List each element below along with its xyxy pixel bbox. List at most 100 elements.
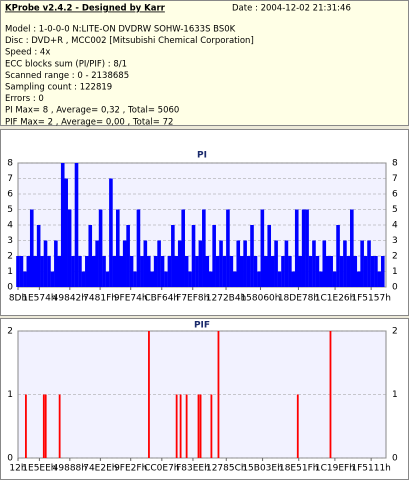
info-line: ECC blocks sum (PI/PIF) : 8/1	[5, 59, 127, 69]
x-tick-label: 8Dh	[9, 294, 27, 304]
y-tick-label-right: 8	[392, 159, 398, 169]
bar	[305, 209, 309, 287]
bar	[19, 256, 24, 287]
bar	[153, 256, 158, 287]
bar	[319, 271, 323, 287]
bar	[205, 256, 210, 287]
bar	[202, 209, 206, 287]
bar	[332, 271, 337, 287]
y-tick-label: 0	[7, 454, 13, 464]
y-tick-label-right: 6	[392, 190, 398, 200]
x-tick-label: 18DE78h	[278, 294, 319, 304]
header: KProbe v2.4.2 - Designed by Karr Date : …	[5, 4, 351, 128]
bar	[257, 271, 261, 287]
bar	[356, 271, 361, 287]
x-tick-label: 15B03Eh	[242, 464, 282, 474]
bar	[102, 256, 106, 287]
x-tick-label: CBF64h	[144, 294, 179, 304]
bar	[367, 240, 371, 287]
y-tick-label: 4	[7, 221, 13, 231]
bar	[33, 256, 38, 287]
bar	[133, 271, 137, 287]
bar	[301, 209, 306, 287]
bar	[119, 256, 124, 287]
bar	[363, 256, 368, 287]
bar	[88, 225, 93, 287]
bar	[267, 225, 272, 287]
bar	[43, 240, 48, 287]
x-tick-label: 1C1E26h	[315, 294, 356, 304]
chart-title: PI	[197, 151, 207, 161]
x-tick-label: CC0E7h	[144, 464, 179, 474]
bar	[148, 331, 150, 458]
bar	[40, 256, 44, 287]
bar	[315, 256, 320, 287]
bar	[210, 394, 213, 458]
y-tick-label-right: 2	[392, 252, 398, 262]
bar	[325, 256, 330, 287]
bar	[36, 225, 41, 287]
bar	[208, 271, 213, 287]
y-tick-label: 5	[7, 205, 13, 215]
x-tick-label: 1F5157h	[351, 294, 391, 304]
bar	[140, 256, 144, 287]
bar	[308, 256, 313, 287]
bar	[42, 394, 45, 458]
x-tick-label: 1E5EEh	[22, 464, 56, 474]
bar	[343, 240, 347, 287]
x-tick-label: 7481Fh	[83, 294, 117, 304]
bar	[174, 256, 179, 287]
bar	[233, 271, 237, 287]
bar	[54, 240, 58, 287]
bar	[250, 225, 254, 287]
x-tick-label: 1F5111h	[351, 464, 391, 474]
x-tick-label: 158060h	[240, 294, 280, 304]
bar	[105, 271, 110, 287]
x-tick-label: 12785Ch	[206, 464, 247, 474]
bar	[71, 256, 75, 287]
bar	[288, 256, 292, 287]
bar	[177, 240, 182, 287]
y-tick-label: 1	[7, 390, 13, 400]
bar	[217, 331, 220, 458]
bar	[380, 256, 385, 287]
bar	[160, 256, 165, 287]
bar	[377, 271, 382, 287]
bar	[253, 256, 258, 287]
bar	[91, 256, 96, 287]
bar	[60, 163, 65, 287]
y-tick-label: 6	[7, 190, 13, 200]
bar	[78, 256, 82, 287]
bar	[126, 225, 130, 287]
bar	[370, 256, 375, 287]
bar	[25, 394, 27, 458]
y-tick-label: 2	[7, 327, 13, 337]
info-line: PIF Max= 2 , Average= 0,00 , Total= 72	[5, 117, 173, 127]
bar	[329, 256, 333, 287]
bar	[57, 256, 62, 287]
bar	[281, 256, 285, 287]
info-line: Scanned range : 0 - 2138685	[5, 71, 129, 81]
info-line: Disc : DVD+R , MCC002 [Mitsubishi Chemic…	[5, 36, 254, 46]
x-tick-label: 74E2Eh	[83, 464, 117, 474]
bar	[109, 178, 113, 287]
bar	[199, 394, 202, 458]
bar	[284, 240, 289, 287]
bar	[219, 240, 223, 287]
bar	[167, 256, 172, 287]
x-tick-label: F83EEh	[176, 464, 210, 474]
bar	[81, 271, 86, 287]
x-tick-label: 1C19EFh	[315, 464, 355, 474]
y-tick-label: 0	[7, 283, 13, 293]
x-tick-label: 9FE74h	[114, 294, 148, 304]
date: Date : 2004-12-02 21:31:46	[232, 4, 351, 14]
y-tick-label: 7	[7, 174, 13, 184]
bar	[112, 256, 117, 287]
bar	[374, 256, 378, 287]
bar	[115, 209, 120, 287]
x-tick-label: 9FE2Fh	[114, 464, 147, 474]
bar	[274, 240, 278, 287]
bar	[336, 225, 340, 287]
